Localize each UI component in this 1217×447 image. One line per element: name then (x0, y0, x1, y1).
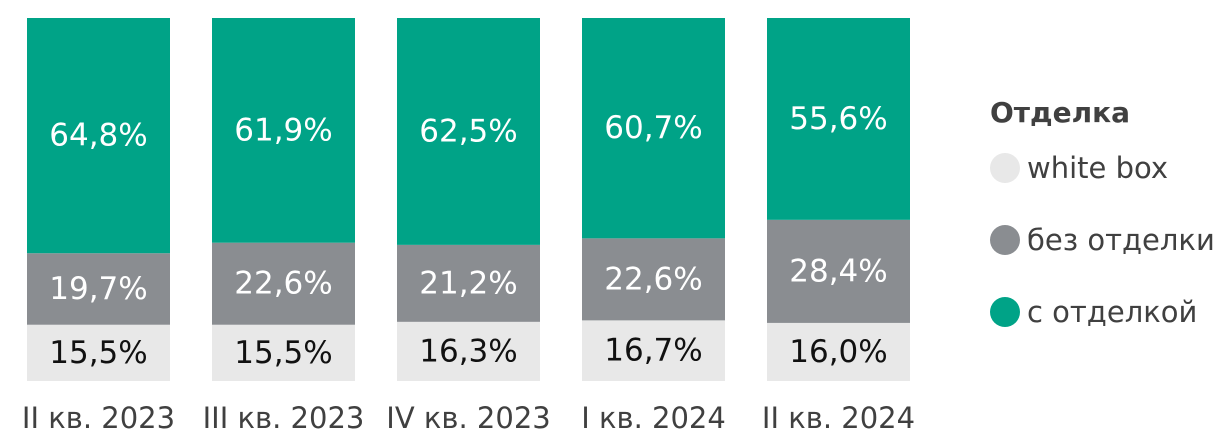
legend-item-s-otdelkoy: с отделкой (990, 294, 1215, 330)
legend-swatch-bez-otdelki (990, 225, 1020, 255)
legend-label-s-otdelkoy: с отделкой (1027, 295, 1198, 329)
bar-segment (767, 322, 910, 381)
legend-label-white-box: white box (1027, 151, 1169, 185)
category-label: III кв. 2023 (203, 401, 365, 435)
data-label: 62,5% (419, 113, 517, 149)
bar-segment (582, 238, 725, 321)
category-label: II кв. 2023 (22, 401, 175, 435)
data-label: 22,6% (604, 261, 702, 297)
legend-swatch-white-box (990, 153, 1020, 183)
legend: Отделка white box без отделки с отделкой (990, 96, 1215, 366)
category-label: II кв. 2024 (762, 401, 915, 435)
data-label: 61,9% (234, 112, 332, 148)
data-label: 55,6% (789, 101, 887, 137)
bar-segment (27, 253, 170, 325)
data-label: 19,7% (49, 271, 147, 307)
bar-segment (582, 18, 725, 239)
data-label: 16,3% (419, 333, 517, 369)
bar-segment (27, 324, 170, 381)
data-label: 16,7% (604, 333, 702, 369)
data-label: 15,5% (49, 335, 147, 371)
data-label: 15,5% (234, 335, 332, 371)
bar-segment (397, 321, 540, 381)
bar-segment (582, 320, 725, 381)
data-label: 28,4% (789, 253, 887, 289)
bar-segment (397, 18, 540, 245)
bar-segment (767, 18, 910, 220)
legend-swatch-s-otdelkoy (990, 297, 1020, 327)
category-label: I кв. 2024 (581, 401, 726, 435)
bar-segment (212, 18, 355, 243)
legend-item-white-box: white box (990, 150, 1215, 186)
legend-item-bez-otdelki: без отделки (990, 222, 1215, 258)
bar-segment (212, 242, 355, 325)
bar-segment (212, 324, 355, 381)
legend-title: Отделка (990, 96, 1131, 129)
data-label: 21,2% (419, 265, 517, 301)
bar-segment (397, 244, 540, 322)
legend-label-bez-otdelki: без отделки (1027, 223, 1215, 257)
bar-segment (767, 219, 910, 323)
data-label: 16,0% (789, 334, 887, 370)
bar-segment (27, 18, 170, 254)
data-label: 22,6% (234, 266, 332, 302)
data-label: 64,8% (49, 118, 147, 154)
category-label: IV кв. 2023 (386, 401, 550, 435)
data-label: 60,7% (604, 110, 702, 146)
